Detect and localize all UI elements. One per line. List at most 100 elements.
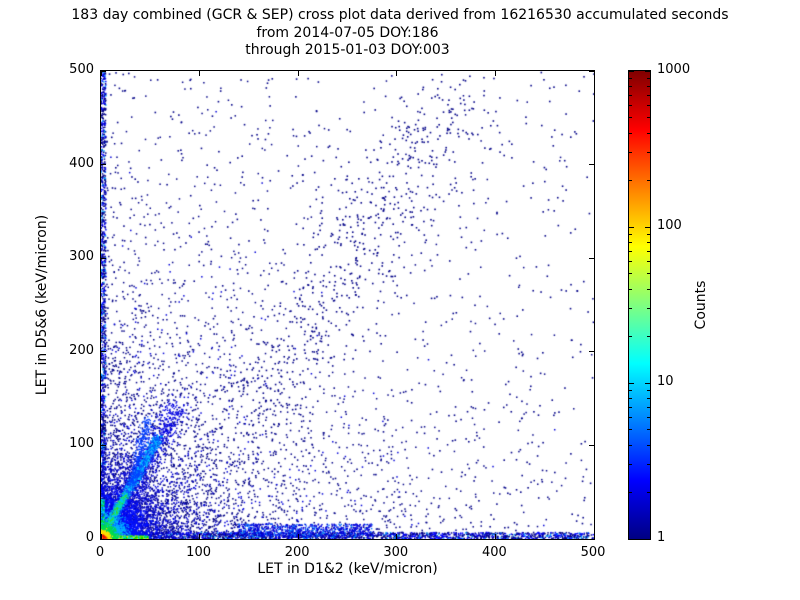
- x-tick-label: 0: [95, 545, 105, 560]
- colorbar-tick: [645, 226, 650, 228]
- chart-subtitle-through: through 2015-01-03 DOY:003: [245, 42, 450, 58]
- colorbar-minor-tick: [629, 85, 632, 87]
- colorbar-minor-tick: [647, 94, 650, 96]
- y-tick: [589, 538, 594, 540]
- x-tick: [396, 71, 398, 76]
- colorbar-minor-tick: [629, 397, 632, 399]
- colorbar-tick: [645, 538, 650, 540]
- colorbar-minor-tick: [629, 288, 632, 290]
- colorbar-minor-tick: [647, 241, 650, 243]
- colorbar-minor-tick: [647, 250, 650, 252]
- colorbar-minor-tick: [647, 397, 650, 399]
- colorbar-tick: [629, 226, 634, 228]
- colorbar-minor-tick: [647, 117, 650, 119]
- colorbar-minor-tick: [647, 85, 650, 87]
- x-tick-label: 300: [383, 545, 409, 560]
- x-tick: [297, 71, 299, 76]
- y-tick: [101, 257, 106, 259]
- x-axis-label: LET in D1&2 (keV/micron): [257, 561, 438, 577]
- y-axis-label: LET in D5&6 (keV/micron): [34, 214, 50, 396]
- colorbar-tick-label: 1: [657, 530, 666, 545]
- x-tick-label: 100: [186, 545, 211, 560]
- chart-subtitle-from: from 2014-07-05 DOY:186: [256, 25, 439, 41]
- x-tick: [494, 534, 496, 539]
- colorbar-minor-tick: [629, 429, 632, 431]
- colorbar-minor-tick: [647, 152, 650, 154]
- colorbar-minor-tick: [629, 261, 632, 263]
- y-tick: [589, 164, 594, 166]
- colorbar-tick-label: 1000: [657, 62, 691, 77]
- colorbar-label: Counts: [693, 280, 709, 330]
- x-tick-label: 200: [284, 545, 310, 560]
- y-tick: [101, 70, 106, 72]
- chart-title: 183 day combined (GCR & SEP) cross plot …: [71, 7, 729, 23]
- colorbar-minor-tick: [647, 261, 650, 263]
- colorbar-tick: [645, 70, 650, 72]
- colorbar-tick: [629, 382, 634, 384]
- colorbar-minor-tick: [629, 335, 632, 337]
- x-tick-label: 500: [580, 545, 606, 560]
- colorbar-tick-label: 100: [657, 218, 682, 233]
- colorbar-minor-tick: [629, 444, 632, 446]
- y-tick-label: 0: [85, 530, 94, 545]
- x-tick: [593, 71, 595, 76]
- colorbar-minor-tick: [629, 250, 632, 252]
- y-tick: [589, 351, 594, 353]
- colorbar-minor-tick: [647, 464, 650, 466]
- colorbar-minor-tick: [629, 308, 632, 310]
- colorbar-minor-tick: [629, 117, 632, 119]
- x-tick: [100, 71, 102, 76]
- y-tick: [101, 164, 106, 166]
- colorbar-minor-tick: [629, 94, 632, 96]
- colorbar-minor-tick: [629, 417, 632, 419]
- colorbar-minor-tick: [647, 132, 650, 134]
- y-tick: [589, 257, 594, 259]
- x-tick: [199, 71, 201, 76]
- colorbar-minor-tick: [629, 464, 632, 466]
- x-tick: [494, 71, 496, 76]
- y-tick-label: 500: [69, 62, 94, 77]
- colorbar-minor-tick: [647, 406, 650, 408]
- colorbar-minor-tick: [647, 288, 650, 290]
- x-tick: [100, 534, 102, 539]
- y-tick: [589, 444, 594, 446]
- colorbar-minor-tick: [647, 389, 650, 391]
- colorbar-minor-tick: [647, 179, 650, 181]
- colorbar-minor-tick: [629, 491, 632, 493]
- colorbar-minor-tick: [647, 417, 650, 419]
- y-tick-label: 200: [69, 342, 94, 358]
- colorbar-minor-tick: [647, 233, 650, 235]
- colorbar-tick: [645, 382, 650, 384]
- colorbar-minor-tick: [629, 77, 632, 79]
- colorbar-minor-tick: [629, 389, 632, 391]
- colorbar-gradient: [629, 71, 650, 539]
- colorbar-minor-tick: [629, 152, 632, 154]
- y-tick: [101, 538, 106, 540]
- colorbar-tick-label: 10: [657, 374, 674, 389]
- colorbar-minor-tick: [629, 406, 632, 408]
- x-tick: [396, 534, 398, 539]
- colorbar-minor-tick: [629, 179, 632, 181]
- colorbar-minor-tick: [647, 105, 650, 107]
- colorbar-minor-tick: [647, 491, 650, 493]
- colorbar-minor-tick: [647, 335, 650, 337]
- colorbar: [628, 70, 651, 540]
- x-tick: [593, 534, 595, 539]
- colorbar-minor-tick: [647, 308, 650, 310]
- colorbar-minor-tick: [647, 77, 650, 79]
- x-tick-label: 400: [481, 545, 507, 560]
- colorbar-tick: [629, 70, 634, 72]
- y-tick-label: 300: [69, 249, 94, 265]
- colorbar-minor-tick: [629, 132, 632, 134]
- y-tick: [101, 351, 106, 353]
- scatter-canvas: [101, 71, 594, 539]
- y-tick-label: 400: [69, 155, 94, 171]
- colorbar-minor-tick: [629, 105, 632, 107]
- y-tick: [101, 444, 106, 446]
- colorbar-minor-tick: [629, 273, 632, 275]
- y-tick: [589, 70, 594, 72]
- x-tick: [297, 534, 299, 539]
- colorbar-minor-tick: [647, 273, 650, 275]
- colorbar-tick: [629, 538, 634, 540]
